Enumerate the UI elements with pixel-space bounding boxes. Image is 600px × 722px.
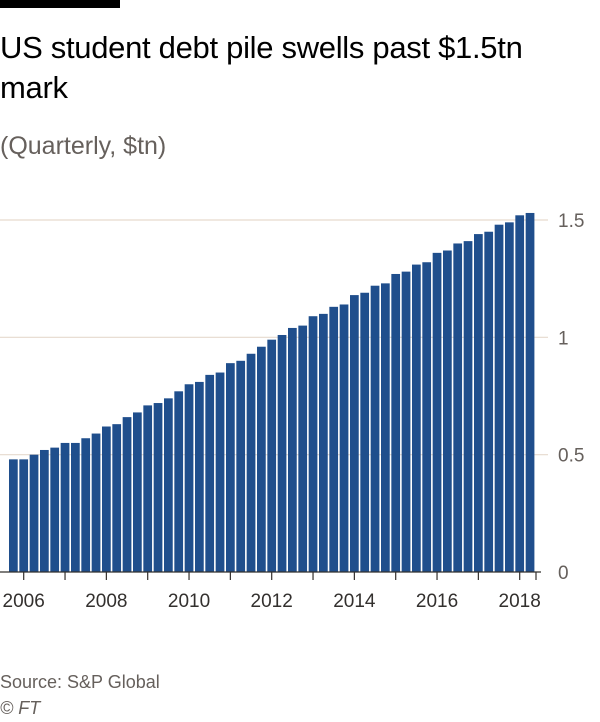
x-tick-label: 2008 <box>85 591 127 612</box>
y-tick-label: 0 <box>558 563 569 584</box>
bar <box>391 273 401 572</box>
bar <box>329 306 339 572</box>
bar <box>350 295 359 572</box>
bar <box>484 231 494 572</box>
bar <box>267 339 277 572</box>
bar <box>122 417 132 572</box>
bar <box>298 325 308 572</box>
bar <box>184 384 194 572</box>
copyright-note: © FT <box>0 698 41 718</box>
bar <box>236 360 246 572</box>
bar-chart: 2006 2008 2010 2012 2014 2016 2018 0 0.5 1 1.5 <box>0 211 584 612</box>
bar <box>133 412 142 572</box>
bar <box>226 363 235 572</box>
x-tick-label: 2010 <box>168 591 210 612</box>
bar <box>401 271 411 572</box>
x-tick-label: 2012 <box>251 591 293 612</box>
y-tick-label: 0.5 <box>558 446 584 467</box>
x-axis: 2006 2008 2010 2012 2014 2016 2018 <box>0 571 541 612</box>
chart-title: US student debt pile swells past $1.5tn … <box>0 30 523 105</box>
bar <box>50 447 60 572</box>
bar-series <box>9 212 535 573</box>
bar <box>19 459 29 572</box>
bar <box>339 304 349 572</box>
brand-top-bar <box>0 0 120 8</box>
bar <box>525 212 535 572</box>
bar <box>381 283 390 572</box>
bar <box>102 426 111 572</box>
bar <box>9 459 18 572</box>
bar <box>60 442 70 572</box>
bar <box>277 334 287 572</box>
bar <box>319 313 328 572</box>
bar <box>505 222 514 572</box>
bar <box>246 353 256 572</box>
bar <box>494 224 504 572</box>
bar <box>370 285 380 572</box>
bar <box>412 264 421 572</box>
bar <box>443 250 452 573</box>
y-tick-label: 1 <box>558 328 569 349</box>
bar <box>308 316 318 572</box>
bar <box>453 243 463 572</box>
bar <box>164 398 173 572</box>
bar <box>153 403 163 572</box>
bar <box>143 405 153 572</box>
bar <box>40 449 49 572</box>
bar <box>29 454 39 572</box>
x-tick-label: 2014 <box>333 591 376 612</box>
bar <box>360 292 370 572</box>
bar <box>288 327 297 572</box>
y-tick-label: 1.5 <box>558 211 584 232</box>
bar <box>515 215 525 572</box>
bar <box>112 424 122 572</box>
x-tick-label: 2018 <box>499 591 541 612</box>
bar <box>71 442 80 572</box>
bar <box>195 381 204 572</box>
bar <box>474 234 483 572</box>
bar <box>257 346 266 572</box>
bar <box>81 438 91 572</box>
bar <box>432 252 442 572</box>
x-tick-label: 2016 <box>416 591 458 612</box>
chart-subtitle: (Quarterly, $tn) <box>0 132 167 160</box>
bar <box>215 372 225 572</box>
bar <box>174 391 184 572</box>
bar <box>422 262 432 572</box>
bar <box>463 241 473 572</box>
bar <box>91 433 101 572</box>
x-tick-label: 2006 <box>3 591 45 612</box>
y-axis: 0 0.5 1 1.5 <box>558 211 584 584</box>
bar <box>205 374 215 572</box>
source-note: Source: S&P Global <box>0 672 160 692</box>
